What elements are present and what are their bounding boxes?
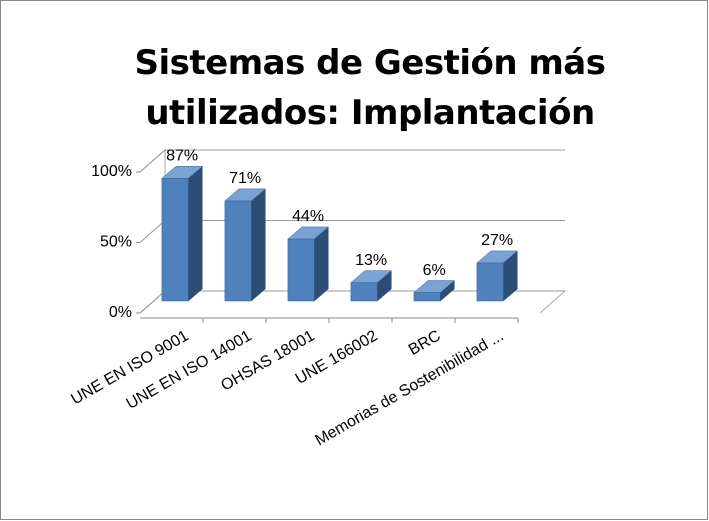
- y-tick-label: 0%: [109, 304, 132, 321]
- bar: [224, 188, 267, 302]
- bar-front: [413, 292, 441, 302]
- data-label: 87%: [166, 148, 198, 165]
- bar-top: [350, 270, 393, 283]
- bar-top: [161, 166, 204, 179]
- data-label: 71%: [229, 170, 261, 187]
- bar: [413, 279, 456, 302]
- bar: [476, 250, 519, 302]
- bar-top: [413, 280, 456, 293]
- y-tick-label: 50%: [100, 234, 132, 251]
- bar-front: [476, 262, 504, 302]
- chart-title: Sistemas de Gestión más utilizados: Impl…: [134, 43, 607, 133]
- bar: [287, 226, 330, 302]
- bar-top: [287, 226, 330, 240]
- y-tick-label: 100%: [91, 163, 132, 180]
- bar-front: [224, 200, 252, 302]
- bar: [161, 165, 204, 302]
- bar-side: [251, 188, 266, 302]
- bar-front: [350, 282, 378, 302]
- bar-front: [287, 238, 315, 302]
- bar-top: [224, 188, 267, 202]
- data-label: 13%: [355, 252, 387, 269]
- bar-top: [476, 250, 519, 264]
- data-label: 6%: [423, 262, 446, 279]
- bar: [350, 270, 393, 302]
- bar-side: [314, 226, 329, 302]
- data-label: 44%: [292, 208, 324, 225]
- data-label: 27%: [481, 232, 513, 249]
- bar-side: [188, 165, 203, 302]
- bar-front: [161, 178, 189, 302]
- grid-line: [139, 149, 565, 173]
